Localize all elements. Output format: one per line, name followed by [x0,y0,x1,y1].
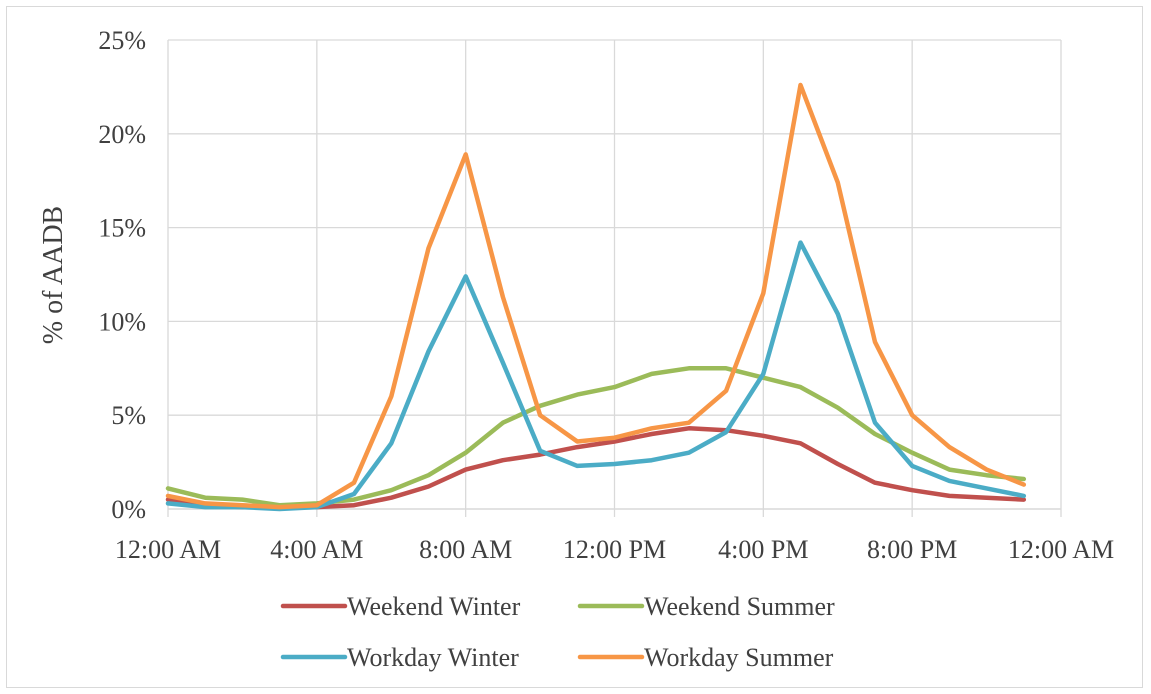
x-tick-label: 8:00 PM [867,535,957,564]
series-line-workday-summer [165,82,1027,510]
x-tick-label: 4:00 AM [270,535,363,564]
x-tick-label: 12:00 AM [115,535,221,564]
axes [167,508,1062,517]
legend-label: Weekend Summer [644,592,835,621]
legend-item-weekend-summer: Weekend Summer [577,592,835,621]
legend-label: Workday Winter [347,643,519,672]
y-tick-label: 15% [98,214,146,243]
legend-item-weekend-winter: Weekend Winter [280,592,521,621]
y-axis-label: % of AADB [38,206,69,344]
legend-item-workday-summer: Workday Summer [577,643,834,672]
series-line-workday-winter [165,240,1027,512]
y-tick-labels: 0% 5% 10% 15% 20% 25% [98,26,146,524]
y-tick-label: 5% [111,401,146,430]
x-tick-label: 8:00 AM [419,535,512,564]
y-tick-label: 25% [98,26,146,55]
legend-label: Weekend Winter [347,592,521,621]
legend: Weekend Winter Weekend Summer Workday Wint… [280,592,835,672]
y-tick-label: 0% [111,495,146,524]
legend-item-workday-winter: Workday Winter [280,643,519,672]
x-tick-label: 12:00 PM [563,535,666,564]
y-tick-label: 20% [98,120,146,149]
legend-label: Workday Summer [644,643,834,672]
x-tick-labels: 12:00 AM 4:00 AM 8:00 AM 12:00 PM 4:00 PM 8:0… [115,535,1114,564]
series-layer [165,82,1027,512]
chart-frame [6,6,1143,688]
x-tick-label: 12:00 AM [1008,535,1114,564]
x-tick-label: 4:00 PM [718,535,808,564]
y-tick-label: 10% [98,307,146,336]
